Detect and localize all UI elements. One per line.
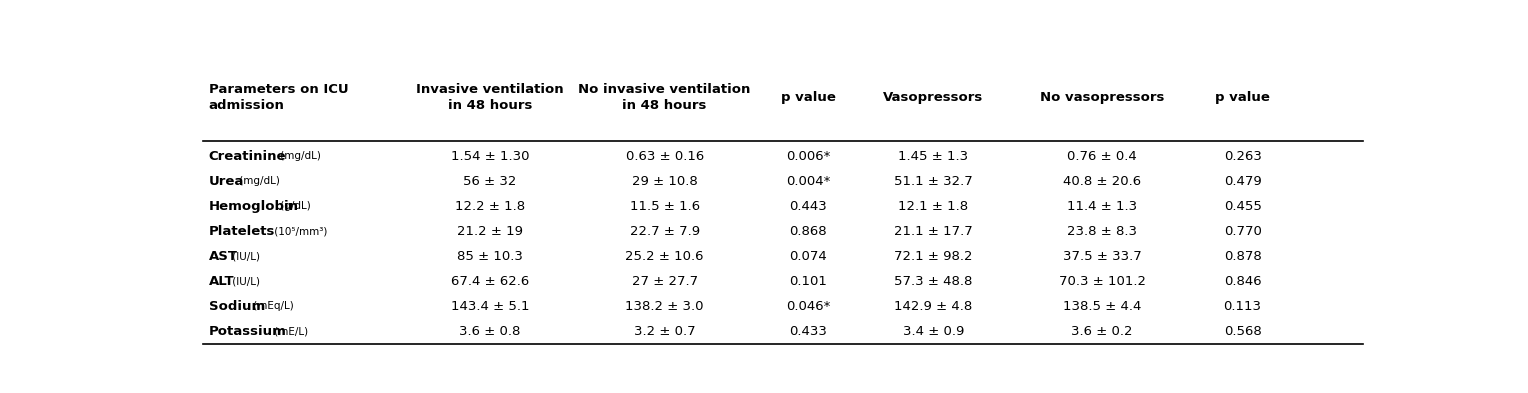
Text: 40.8 ± 20.6: 40.8 ± 20.6	[1063, 175, 1141, 188]
Text: 51.1 ± 32.7: 51.1 ± 32.7	[894, 175, 973, 188]
Text: 3.6 ± 0.8: 3.6 ± 0.8	[460, 325, 521, 338]
Text: No invasive ventilation
in 48 hours: No invasive ventilation in 48 hours	[579, 83, 750, 112]
Text: (mg/dL): (mg/dL)	[278, 151, 321, 162]
Text: Creatinine: Creatinine	[209, 150, 286, 163]
Text: 11.5 ± 1.6: 11.5 ± 1.6	[630, 200, 700, 213]
Text: 142.9 ± 4.8: 142.9 ± 4.8	[894, 300, 973, 313]
Text: (mg/dL): (mg/dL)	[237, 176, 280, 186]
Text: 67.4 ± 62.6: 67.4 ± 62.6	[451, 275, 529, 288]
Text: Invasive ventilation
in 48 hours: Invasive ventilation in 48 hours	[416, 83, 564, 112]
Text: 85 ± 10.3: 85 ± 10.3	[457, 250, 523, 263]
Text: 138.2 ± 3.0: 138.2 ± 3.0	[625, 300, 704, 313]
Text: 143.4 ± 5.1: 143.4 ± 5.1	[451, 300, 529, 313]
Text: Vasopressors: Vasopressors	[883, 91, 984, 104]
Text: Hemoglobin: Hemoglobin	[209, 200, 299, 213]
Text: 37.5 ± 33.7: 37.5 ± 33.7	[1063, 250, 1141, 263]
Text: 0.113: 0.113	[1224, 300, 1262, 313]
Text: (mEq/L): (mEq/L)	[251, 301, 293, 311]
Text: 0.101: 0.101	[788, 275, 827, 288]
Text: 0.455: 0.455	[1224, 200, 1262, 213]
Text: 23.8 ± 8.3: 23.8 ± 8.3	[1067, 225, 1137, 238]
Text: 0.568: 0.568	[1224, 325, 1262, 338]
Text: 72.1 ± 98.2: 72.1 ± 98.2	[894, 250, 973, 263]
Text: (IU/L): (IU/L)	[229, 252, 260, 261]
Text: 1.54 ± 1.30: 1.54 ± 1.30	[451, 150, 529, 163]
Text: Parameters on ICU
admission: Parameters on ICU admission	[209, 83, 348, 112]
Text: 0.63 ± 0.16: 0.63 ± 0.16	[625, 150, 704, 163]
Text: 27 ± 27.7: 27 ± 27.7	[631, 275, 698, 288]
Text: 3.2 ± 0.7: 3.2 ± 0.7	[634, 325, 695, 338]
Text: Sodium: Sodium	[209, 300, 264, 313]
Text: 12.1 ± 1.8: 12.1 ± 1.8	[898, 200, 969, 213]
Text: No vasopressors: No vasopressors	[1041, 91, 1164, 104]
Text: p value: p value	[781, 91, 836, 104]
Text: 57.3 ± 48.8: 57.3 ± 48.8	[894, 275, 973, 288]
Text: 21.1 ± 17.7: 21.1 ± 17.7	[894, 225, 973, 238]
Text: (10⁵/mm³): (10⁵/mm³)	[270, 226, 327, 236]
Text: (IU/L): (IU/L)	[229, 276, 260, 286]
Text: 29 ± 10.8: 29 ± 10.8	[631, 175, 698, 188]
Text: AST: AST	[209, 250, 238, 263]
Text: 12.2 ± 1.8: 12.2 ± 1.8	[455, 200, 526, 213]
Text: 3.4 ± 0.9: 3.4 ± 0.9	[903, 325, 964, 338]
Text: 138.5 ± 4.4: 138.5 ± 4.4	[1063, 300, 1141, 313]
Text: 11.4 ± 1.3: 11.4 ± 1.3	[1067, 200, 1137, 213]
Text: 0.443: 0.443	[788, 200, 827, 213]
Text: 70.3 ± 101.2: 70.3 ± 101.2	[1059, 275, 1146, 288]
Text: 0.263: 0.263	[1224, 150, 1262, 163]
Text: (mE/L): (mE/L)	[270, 326, 307, 336]
Text: 0.479: 0.479	[1224, 175, 1262, 188]
Text: 0.868: 0.868	[788, 225, 827, 238]
Text: 21.2 ± 19: 21.2 ± 19	[457, 225, 523, 238]
Text: 0.046*: 0.046*	[785, 300, 830, 313]
Text: 22.7 ± 7.9: 22.7 ± 7.9	[630, 225, 700, 238]
Text: 56 ± 32: 56 ± 32	[463, 175, 516, 188]
Text: 3.6 ± 0.2: 3.6 ± 0.2	[1071, 325, 1132, 338]
Text: 1.45 ± 1.3: 1.45 ± 1.3	[898, 150, 969, 163]
Text: 0.770: 0.770	[1224, 225, 1262, 238]
Text: 0.846: 0.846	[1224, 275, 1262, 288]
Text: Platelets: Platelets	[209, 225, 275, 238]
Text: 25.2 ± 10.6: 25.2 ± 10.6	[625, 250, 704, 263]
Text: (g/dL): (g/dL)	[278, 201, 312, 211]
Text: 0.76 ± 0.4: 0.76 ± 0.4	[1068, 150, 1137, 163]
Text: 0.074: 0.074	[788, 250, 827, 263]
Text: 0.004*: 0.004*	[785, 175, 830, 188]
Text: 0.433: 0.433	[788, 325, 827, 338]
Text: p value: p value	[1215, 91, 1270, 104]
Text: ALT: ALT	[209, 275, 234, 288]
Text: Potassium: Potassium	[209, 325, 287, 338]
Text: 0.878: 0.878	[1224, 250, 1262, 263]
Text: Urea: Urea	[209, 175, 244, 188]
Text: 0.006*: 0.006*	[785, 150, 830, 163]
